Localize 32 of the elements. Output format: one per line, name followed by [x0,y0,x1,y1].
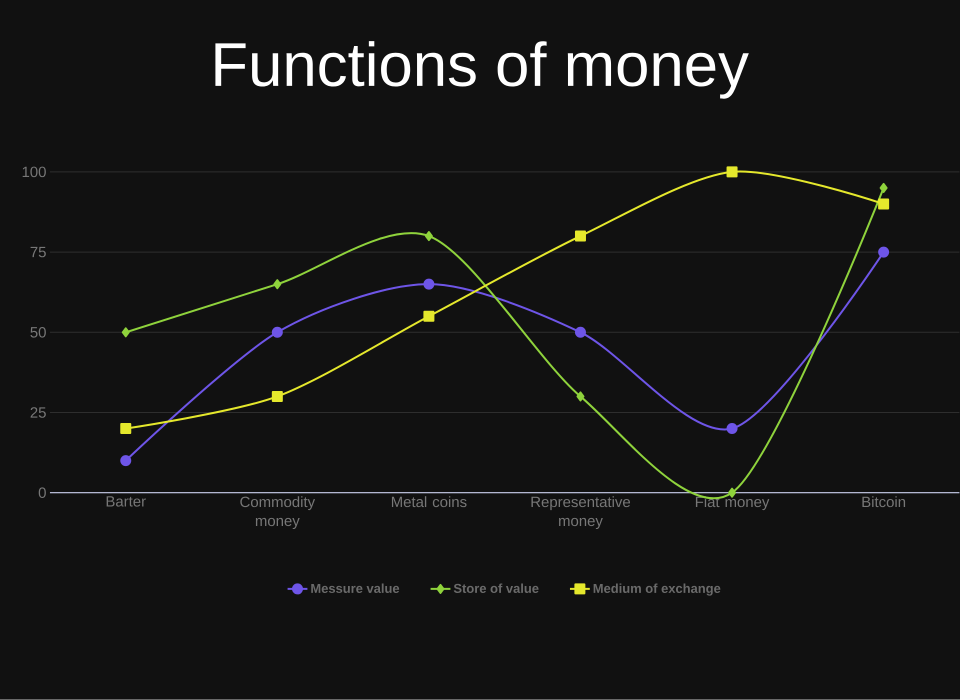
point [423,278,434,290]
point [726,423,738,434]
point [728,488,736,498]
legend-label: Medium of exchange [594,584,720,596]
point [424,231,433,242]
chart-title: Functions of money [215,41,749,99]
point [120,455,132,466]
x-tick-label: Bitcoin [862,496,906,508]
x-tick-label: Representative money [531,496,630,530]
point [122,328,130,338]
x-tick-label: Metal coins [392,496,467,508]
legend-label: Store of value [454,584,539,594]
x-tick-label: Commodity money [240,496,316,530]
legend-label: Messure value [311,584,400,594]
point [880,183,888,194]
point [878,198,890,210]
point [423,310,434,322]
x-tick-label: Barter [106,496,146,507]
y-tick-label: 25 [30,407,46,418]
point [726,166,738,178]
point [574,327,586,338]
point [120,423,132,434]
y-tick-label: 75 [30,247,46,258]
point [576,392,584,402]
point [272,391,283,402]
point [878,246,890,258]
y-tick-label: 0 [38,488,46,498]
point [272,327,283,338]
point [273,279,282,290]
point [574,230,586,242]
y-tick-label: 50 [30,327,46,338]
y-tick-label: 100 [22,166,46,178]
